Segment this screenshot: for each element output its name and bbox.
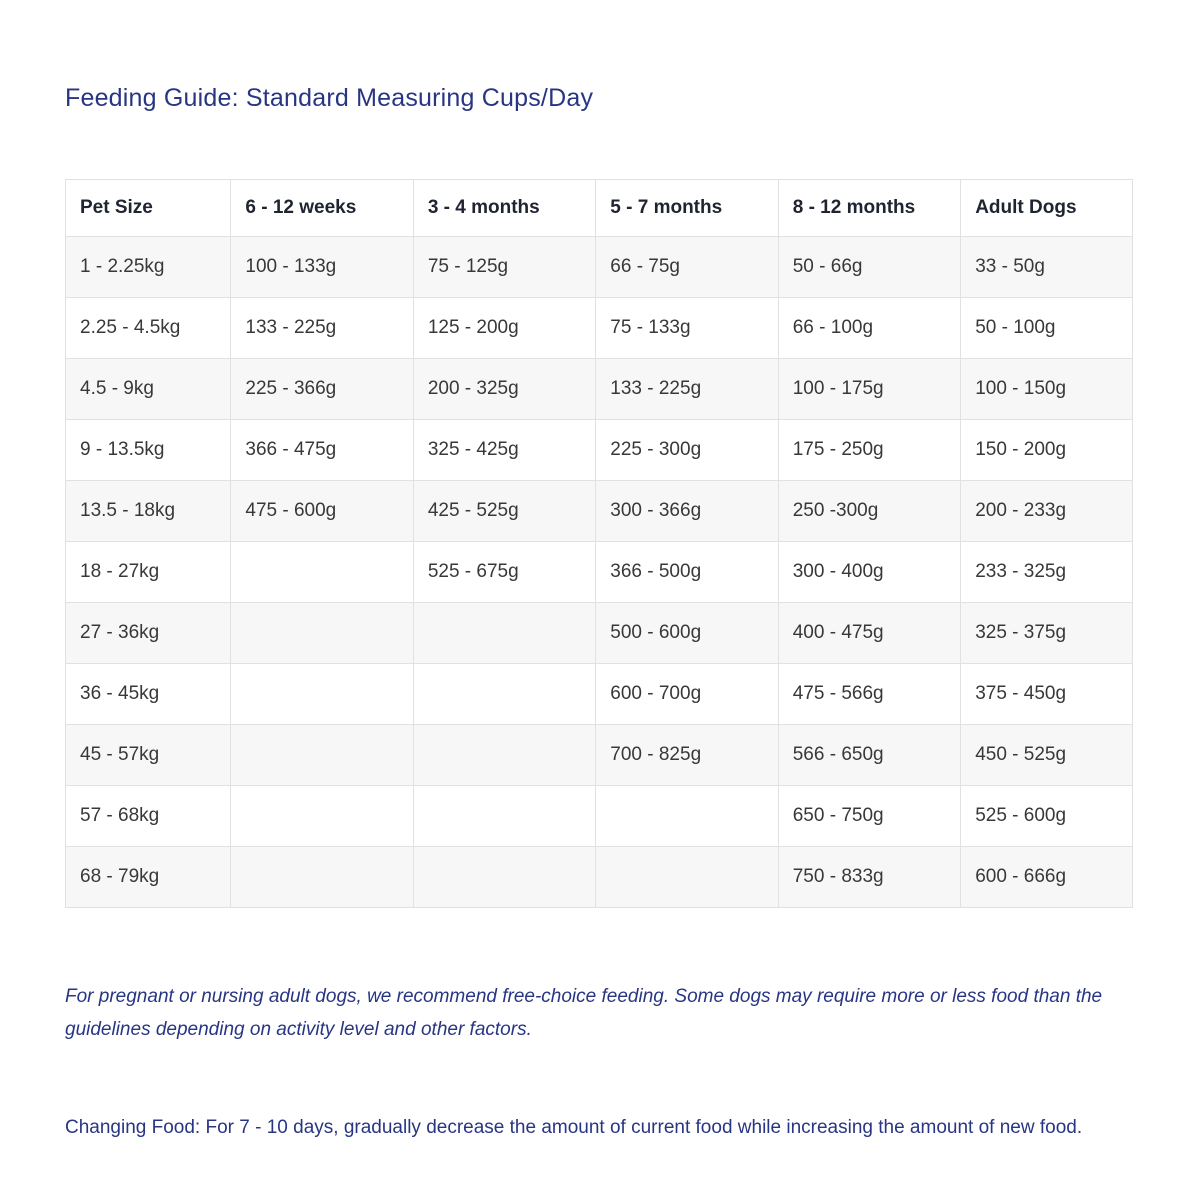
amount-cell: 66 - 75g <box>595 236 779 298</box>
amount-cell: 325 - 375g <box>960 602 1133 664</box>
table-body: 1 - 2.25kg 100 - 133g 75 - 125g 66 - 75g 50 … <box>64 236 1133 908</box>
amount-cell: 233 - 325g <box>960 541 1133 603</box>
amount-cell: 600 - 666g <box>960 846 1133 908</box>
amount-cell <box>230 663 414 725</box>
amount-cell: 75 - 125g <box>412 236 597 298</box>
amount-cell: 375 - 450g <box>960 663 1133 725</box>
pet-size-cell: 36 - 45kg <box>64 663 232 725</box>
pet-size-cell: 27 - 36kg <box>64 602 232 664</box>
table-row: 27 - 36kg 500 - 600g 400 - 475g 325 - 375g <box>64 602 1133 664</box>
table-row: 2.25 - 4.5kg 133 - 225g 125 - 200g 75 - 133… <box>64 297 1133 359</box>
amount-cell: 250 -300g <box>777 480 962 542</box>
amount-cell <box>230 846 414 908</box>
table-header-row: Pet Size 6 - 12 weeks 3 - 4 months 5 - 7 mo… <box>64 179 1133 237</box>
note-changing-food: Changing Food: For 7 - 10 days, graduall… <box>65 1117 1083 1138</box>
amount-cell: 133 - 225g <box>230 297 414 359</box>
amount-cell: 200 - 233g <box>960 480 1133 542</box>
amount-cell: 525 - 600g <box>960 785 1133 847</box>
amount-cell <box>412 785 597 847</box>
table-row: 68 - 79kg 750 - 833g 600 - 666g <box>64 846 1133 908</box>
amount-cell <box>230 724 414 786</box>
pet-size-cell: 1 - 2.25kg <box>64 236 232 298</box>
amount-cell: 700 - 825g <box>595 724 779 786</box>
pet-size-cell: 9 - 13.5kg <box>64 419 232 481</box>
amount-cell: 650 - 750g <box>777 785 962 847</box>
amount-cell: 225 - 366g <box>230 358 414 420</box>
amount-cell: 400 - 475g <box>777 602 962 664</box>
amount-cell <box>412 846 597 908</box>
amount-cell: 366 - 475g <box>230 419 414 481</box>
amount-cell: 100 - 150g <box>960 358 1133 420</box>
amount-cell <box>412 724 597 786</box>
amount-cell: 750 - 833g <box>777 846 962 908</box>
amount-cell: 300 - 366g <box>595 480 779 542</box>
feeding-guide-table: Pet Size 6 - 12 weeks 3 - 4 months 5 - 7 mo… <box>64 179 1133 908</box>
amount-cell: 200 - 325g <box>412 358 597 420</box>
amount-cell: 525 - 675g <box>412 541 597 603</box>
amount-cell: 566 - 650g <box>777 724 962 786</box>
pet-size-cell: 13.5 - 18kg <box>64 480 232 542</box>
amount-cell: 50 - 66g <box>777 236 962 298</box>
amount-cell: 150 - 200g <box>960 419 1133 481</box>
note-pregnant-dogs: For pregnant or nursing adult dogs, we r… <box>65 986 1103 1040</box>
table-row: 13.5 - 18kg 475 - 600g 425 - 525g 300 - 366… <box>64 480 1133 542</box>
amount-cell: 475 - 600g <box>230 480 414 542</box>
amount-cell: 50 - 100g <box>960 297 1133 359</box>
table-row: 45 - 57kg 700 - 825g 566 - 650g 450 - 525g <box>64 724 1133 786</box>
amount-cell: 475 - 566g <box>777 663 962 725</box>
amount-cell: 366 - 500g <box>595 541 779 603</box>
amount-cell: 600 - 700g <box>595 663 779 725</box>
amount-cell: 450 - 525g <box>960 724 1133 786</box>
column-header: Pet Size <box>64 179 232 237</box>
pet-size-cell: 4.5 - 9kg <box>64 358 232 420</box>
pet-size-cell: 57 - 68kg <box>64 785 232 847</box>
pet-size-cell: 68 - 79kg <box>64 846 232 908</box>
column-header: 3 - 4 months <box>412 179 597 237</box>
amount-cell: 33 - 50g <box>960 236 1133 298</box>
amount-cell <box>595 785 779 847</box>
table-row: 9 - 13.5kg 366 - 475g 325 - 425g 225 - 300g… <box>64 419 1133 481</box>
amount-cell: 100 - 133g <box>230 236 414 298</box>
table-row: 1 - 2.25kg 100 - 133g 75 - 125g 66 - 75g 50 … <box>64 236 1133 298</box>
amount-cell: 175 - 250g <box>777 419 962 481</box>
amount-cell: 100 - 175g <box>777 358 962 420</box>
amount-cell: 300 - 400g <box>777 541 962 603</box>
amount-cell <box>412 602 597 664</box>
pet-size-cell: 45 - 57kg <box>64 724 232 786</box>
pet-size-cell: 2.25 - 4.5kg <box>64 297 232 359</box>
amount-cell: 66 - 100g <box>777 297 962 359</box>
amount-cell <box>230 785 414 847</box>
amount-cell <box>230 602 414 664</box>
amount-cell <box>412 663 597 725</box>
pet-size-cell: 18 - 27kg <box>64 541 232 603</box>
column-header: 5 - 7 months <box>595 179 779 237</box>
column-header: 8 - 12 months <box>777 179 962 237</box>
amount-cell: 133 - 225g <box>595 358 779 420</box>
table-row: 18 - 27kg 525 - 675g 366 - 500g 300 - 400g 2… <box>64 541 1133 603</box>
amount-cell: 425 - 525g <box>412 480 597 542</box>
amount-cell <box>230 541 414 603</box>
amount-cell: 325 - 425g <box>412 419 597 481</box>
page-title: Feeding Guide: Standard Measuring Cups/D… <box>65 84 594 112</box>
amount-cell: 225 - 300g <box>595 419 779 481</box>
amount-cell: 125 - 200g <box>412 297 597 359</box>
table-row: 57 - 68kg 650 - 750g 525 - 600g <box>64 785 1133 847</box>
amount-cell: 75 - 133g <box>595 297 779 359</box>
column-header: 6 - 12 weeks <box>230 179 414 237</box>
table-header: Pet Size 6 - 12 weeks 3 - 4 months 5 - 7 mo… <box>64 179 1133 237</box>
amount-cell: 500 - 600g <box>595 602 779 664</box>
table-row: 36 - 45kg 600 - 700g 475 - 566g 375 - 450g <box>64 663 1133 725</box>
table-row: 4.5 - 9kg 225 - 366g 200 - 325g 133 - 225g 1… <box>64 358 1133 420</box>
amount-cell <box>595 846 779 908</box>
column-header: Adult Dogs <box>960 179 1133 237</box>
